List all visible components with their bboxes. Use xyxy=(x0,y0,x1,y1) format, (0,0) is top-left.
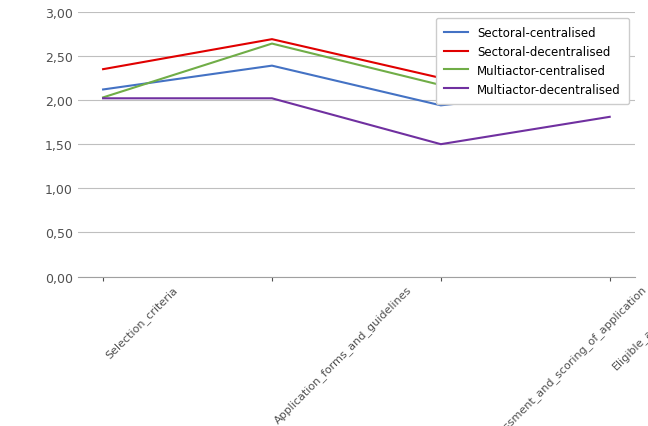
Sectoral-centralised xyxy=(437,104,445,109)
Multiactor-decentralised xyxy=(99,97,107,102)
Sectoral-decentralised xyxy=(437,76,445,81)
Sectoral-decentralised xyxy=(99,67,107,72)
Sectoral-decentralised xyxy=(268,37,276,43)
Multiactor-decentralised xyxy=(606,115,614,120)
Sectoral-centralised xyxy=(606,85,614,90)
Multiactor-centralised xyxy=(99,95,107,101)
Multiactor-centralised xyxy=(437,83,445,89)
Sectoral-centralised xyxy=(268,64,276,69)
Line: Sectoral-decentralised: Sectoral-decentralised xyxy=(103,40,610,79)
Multiactor-decentralised xyxy=(268,97,276,102)
Line: Multiactor-centralised: Multiactor-centralised xyxy=(103,44,610,98)
Multiactor-decentralised xyxy=(437,142,445,147)
Sectoral-decentralised xyxy=(606,37,614,43)
Line: Sectoral-centralised: Sectoral-centralised xyxy=(103,66,610,106)
Legend: Sectoral-centralised, Sectoral-decentralised, Multiactor-centralised, Multiactor: Sectoral-centralised, Sectoral-decentral… xyxy=(436,19,629,105)
Multiactor-centralised xyxy=(606,69,614,74)
Multiactor-centralised xyxy=(268,42,276,47)
Sectoral-centralised xyxy=(99,88,107,93)
Line: Multiactor-decentralised: Multiactor-decentralised xyxy=(103,99,610,145)
